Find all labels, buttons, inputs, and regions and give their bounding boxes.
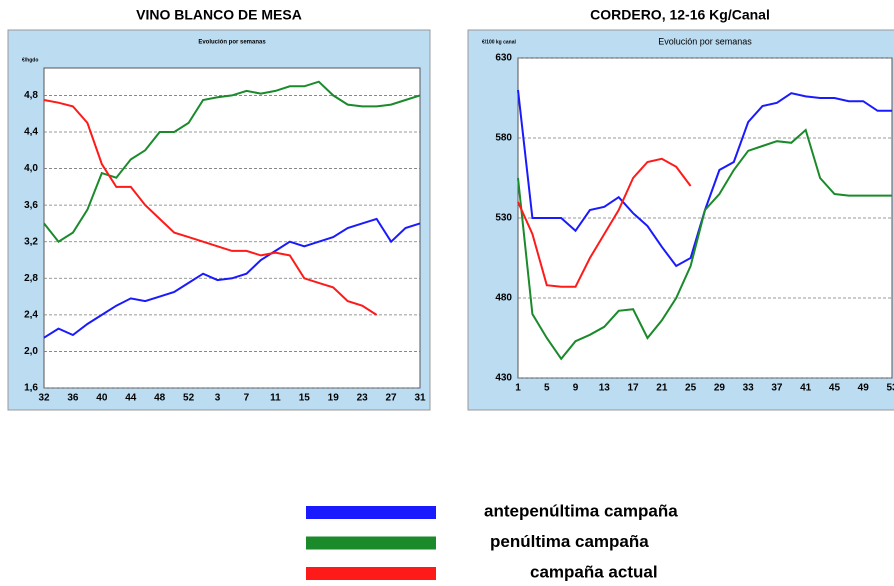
legend-swatch: [306, 536, 436, 550]
x-tick-label: 13: [599, 383, 611, 394]
x-tick-label: 15: [299, 393, 311, 404]
y-tick-label: 2,0: [24, 346, 38, 357]
legend-swatch: [306, 567, 436, 580]
x-tick-label: 45: [829, 383, 841, 394]
y-tick-label: 1,6: [24, 383, 38, 394]
x-tick-label: 37: [771, 383, 783, 394]
y-tick-label: 4,0: [24, 163, 38, 174]
y-tick-label: 4,8: [24, 90, 38, 101]
chart-title: CORDERO, 12-16 Kg/Canal: [590, 7, 770, 23]
x-tick-label: 25: [685, 383, 697, 394]
chart-title: VINO BLANCO DE MESA: [136, 7, 302, 23]
y-axis-label: €/100 kg canal: [482, 39, 517, 45]
y-tick-label: 480: [495, 293, 512, 304]
plot-area: [43, 67, 421, 389]
x-tick-label: 29: [714, 383, 726, 394]
x-tick-label: 31: [414, 393, 426, 404]
series-line: [43, 217, 421, 339]
legend-label: penúltima campaña: [490, 532, 649, 551]
y-tick-label: 430: [495, 373, 512, 384]
series-line: [517, 157, 692, 288]
y-tick-label: 2,4: [24, 309, 38, 320]
x-tick-label: 52: [183, 393, 195, 404]
x-tick-label: 1: [515, 383, 521, 394]
y-tick-label: 580: [495, 133, 512, 144]
series-line: [43, 99, 378, 316]
x-tick-label: 49: [858, 383, 870, 394]
x-tick-label: 23: [357, 393, 369, 404]
x-tick-label: 33: [743, 383, 755, 394]
y-axis-label: €/hgdo: [22, 57, 38, 63]
y-tick-label: 3,6: [24, 200, 38, 211]
x-tick-label: 48: [154, 393, 166, 404]
x-tick-label: 21: [656, 383, 668, 394]
x-tick-label: 19: [328, 393, 340, 404]
legend-swatch: [306, 506, 436, 519]
x-tick-label: 41: [800, 383, 812, 394]
y-tick-label: 4,4: [24, 127, 38, 138]
x-tick-label: 40: [96, 393, 108, 404]
y-tick-label: 2,8: [24, 273, 38, 284]
x-tick-label: 5: [544, 383, 550, 394]
x-tick-label: 44: [125, 393, 137, 404]
x-tick-label: 53: [886, 383, 894, 394]
legend-label: campaña actual: [530, 562, 658, 581]
series-line: [43, 80, 421, 244]
chart-subtitle: Evolución por semanas: [658, 36, 752, 46]
x-tick-label: 7: [244, 393, 250, 404]
y-tick-label: 630: [495, 53, 512, 64]
x-tick-label: 36: [67, 393, 79, 404]
x-tick-label: 3: [215, 393, 221, 404]
x-tick-label: 27: [386, 393, 398, 404]
chart-subtitle: Evolución por semanas: [198, 40, 266, 46]
y-tick-label: 3,2: [24, 236, 38, 247]
x-tick-label: 17: [628, 383, 640, 394]
y-tick-label: 530: [495, 213, 512, 224]
legend-label: antepenúltima campaña: [484, 501, 678, 520]
x-tick-label: 9: [573, 383, 579, 394]
series-line: [517, 128, 892, 361]
x-tick-label: 32: [38, 393, 50, 404]
x-tick-label: 11: [270, 393, 281, 404]
